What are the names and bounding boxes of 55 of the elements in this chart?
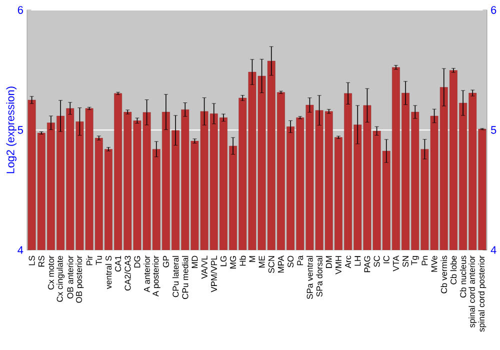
x-tick-label: Arc — [345, 256, 352, 268]
x-tick-label: LS — [28, 256, 35, 266]
x-tick-label: CPu medial — [182, 256, 188, 299]
x-tick-label: SO — [288, 256, 294, 268]
x-tick-label: SCN — [268, 256, 274, 274]
x-tick-label: Pa — [297, 255, 304, 266]
x-tick-label: SC — [374, 256, 380, 267]
x-tick-label: Cb vermis — [440, 256, 447, 294]
y-tick-label: 6 — [18, 6, 23, 14]
y2-tick-label: 6 — [491, 6, 496, 14]
x-tick-label: CA2/CA3 — [124, 256, 131, 290]
x-tick-label: CPu lateral — [172, 256, 179, 298]
y-tick-label: 4 — [18, 246, 24, 254]
x-tick-label: A anterior — [144, 256, 150, 292]
x-tick-label: A posterior — [152, 256, 160, 297]
x-tick-label: OB anterior — [67, 256, 74, 299]
x-tick-label: spinal cord anterior — [468, 256, 477, 328]
x-tick-label: MG — [230, 256, 236, 268]
x-tick-label: ME — [258, 256, 265, 268]
x-tick-label: SPa dorsal — [316, 256, 322, 297]
x-tick-label: LH — [354, 256, 361, 266]
x-tick-label: Pir — [86, 256, 92, 266]
x-tick-label: Cx cingulate — [56, 256, 65, 302]
x-tick-label: spinal cord posterior — [478, 256, 486, 332]
x-tick-label: VA/VL — [201, 256, 208, 279]
x-tick-label: DG — [134, 256, 140, 268]
x-tick-label: Cx motor — [48, 256, 54, 290]
x-tick-label: MPA — [278, 255, 284, 273]
x-tick-label: Cb nucleus — [460, 256, 466, 298]
y-tick-label: 5 — [18, 126, 24, 134]
x-tick-label: VTA — [393, 255, 399, 272]
x-tick-label: RS — [38, 256, 44, 267]
x-tick-label: VPM/VPL — [210, 256, 217, 292]
y-axis-title: Log2 (expression) — [6, 86, 16, 174]
x-tick-label: SN — [402, 256, 409, 267]
x-tick-label: ventral S — [105, 256, 112, 289]
x-tick-label: Hb — [240, 256, 246, 266]
x-tick-label: MD — [192, 256, 198, 268]
x-tick-label: PAG — [364, 256, 370, 272]
x-tick-label: CA1 — [115, 256, 122, 272]
x-tick-label: GP — [162, 256, 169, 268]
x-tick-label: SPa ventral — [306, 256, 313, 300]
x-tick-label: Tu — [96, 256, 102, 265]
x-tick-label: Tg — [411, 256, 419, 266]
y2-tick-label: 4 — [490, 246, 496, 254]
x-tick-label: IC — [383, 256, 390, 264]
x-tick-label: MVe — [431, 256, 438, 272]
y2-tick-label: 5 — [490, 126, 496, 134]
x-tick-label: LG — [220, 256, 226, 266]
x-tick-label: VMH — [336, 256, 342, 274]
x-tick-label: Cb lobe — [450, 256, 457, 284]
x-tick-label: M — [249, 256, 256, 262]
x-tick-label: OB posterior — [76, 256, 84, 303]
x-tick-label: Pn — [422, 256, 428, 266]
x-tick-label: DM — [326, 256, 332, 268]
